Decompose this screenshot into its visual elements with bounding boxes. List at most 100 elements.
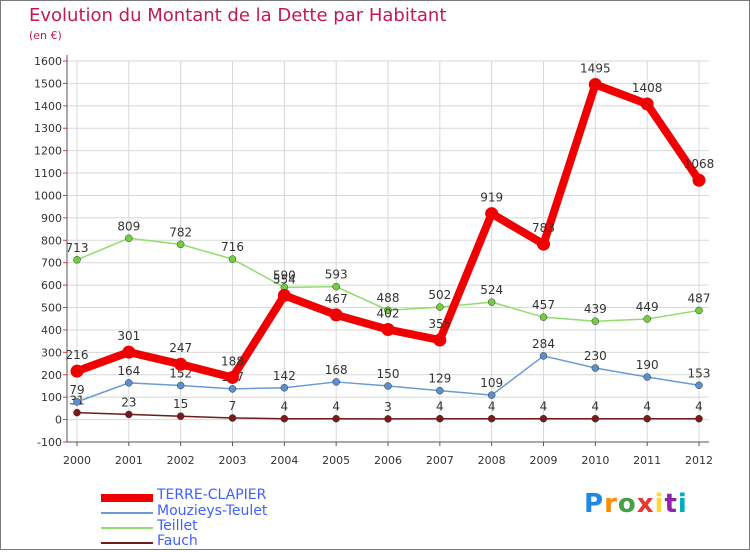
chart-unit: (en €) xyxy=(29,29,62,42)
x-tick-label: 2001 xyxy=(115,454,143,467)
data-label: 1495 xyxy=(580,62,611,76)
data-point xyxy=(332,282,340,291)
data-label: 168 xyxy=(325,363,348,377)
logo-letter: o xyxy=(617,489,637,519)
data-point xyxy=(384,415,392,423)
data-label: 150 xyxy=(377,367,400,381)
data-point xyxy=(487,391,496,399)
data-point xyxy=(695,414,703,423)
data-point xyxy=(588,78,602,92)
series-teillet: 713 809 782 716 590 593 488 502 524 457 439 449 487 xyxy=(66,219,710,325)
data-label: 4 xyxy=(592,400,600,414)
data-point xyxy=(122,345,136,359)
data-point xyxy=(643,373,651,381)
x-tick-label: 2004 xyxy=(270,454,298,467)
data-label: 190 xyxy=(636,358,659,372)
series-layer: 3123157443444444791641521371421681501291… xyxy=(66,62,714,423)
data-point xyxy=(174,357,188,371)
y-tick-label: -100 xyxy=(37,436,62,449)
data-label: 4 xyxy=(436,400,444,414)
data-label: 4 xyxy=(281,400,289,414)
logo-letter: x xyxy=(636,489,655,519)
data-point xyxy=(384,382,392,390)
data-label: 4 xyxy=(695,400,703,414)
data-point xyxy=(280,414,289,423)
data-point xyxy=(70,364,84,378)
legend-swatch-teillet xyxy=(101,527,153,529)
legend-label-teillet: Teillet xyxy=(157,518,198,534)
data-label: 230 xyxy=(584,349,607,363)
data-point xyxy=(277,288,291,302)
x-tick-label: 2006 xyxy=(374,454,402,467)
data-point xyxy=(539,414,548,423)
logo-letter: i xyxy=(677,489,688,519)
grid xyxy=(67,60,709,443)
data-point xyxy=(329,308,343,322)
x-tick-label: 2007 xyxy=(426,454,454,467)
data-point xyxy=(332,414,340,423)
data-point xyxy=(436,303,444,311)
data-label: 467 xyxy=(325,292,348,306)
data-point xyxy=(643,315,651,323)
data-point xyxy=(228,385,237,393)
data-point xyxy=(176,381,185,390)
data-label: 142 xyxy=(273,369,296,383)
x-tick-label: 2009 xyxy=(530,454,558,467)
data-label: 109 xyxy=(480,376,503,390)
y-tick-label: 1400 xyxy=(34,100,62,113)
data-point xyxy=(125,234,133,243)
data-label: 355 xyxy=(428,317,451,331)
data-point xyxy=(485,207,499,221)
y-tick-label: 1000 xyxy=(34,189,62,202)
data-label: 1408 xyxy=(632,81,663,95)
data-label: 782 xyxy=(169,225,192,239)
data-point xyxy=(640,97,654,111)
legend-swatch-mouzieys-teulet xyxy=(101,512,153,514)
data-label: 590 xyxy=(273,268,296,282)
y-tick-label: 200 xyxy=(41,369,62,382)
data-label: 457 xyxy=(532,298,555,312)
y-tick-label: 500 xyxy=(41,302,62,315)
y-tick-label: 400 xyxy=(41,324,62,337)
x-tick-label: 2010 xyxy=(581,454,609,467)
y-tick-label: 300 xyxy=(41,346,62,359)
legend-swatch-fauch xyxy=(101,542,153,544)
data-label: 23 xyxy=(121,395,136,409)
data-label: 713 xyxy=(66,241,89,255)
y-tick-label: 1100 xyxy=(34,167,62,180)
chart-title: Evolution du Montant de la Dette par Hab… xyxy=(29,5,447,26)
data-label: 919 xyxy=(480,191,503,205)
data-point xyxy=(384,306,392,314)
data-label: 301 xyxy=(117,329,140,343)
data-label: 4 xyxy=(540,400,548,414)
data-point xyxy=(332,378,340,386)
data-label: 79 xyxy=(69,383,84,397)
x-tick-label: 2002 xyxy=(167,454,195,467)
data-point xyxy=(487,414,496,423)
y-tick-label: 900 xyxy=(41,212,62,225)
data-label: 783 xyxy=(532,221,555,235)
data-point xyxy=(539,352,548,360)
y-tick-label: 1500 xyxy=(34,77,62,90)
x-tick-label: 2008 xyxy=(478,454,506,467)
data-label: 284 xyxy=(532,337,555,351)
legend-label-fauch: Fauch xyxy=(157,533,198,549)
data-label: 152 xyxy=(169,367,192,381)
data-point xyxy=(433,333,447,347)
data-label: 15 xyxy=(173,397,188,411)
y-tick-label: 600 xyxy=(41,279,62,292)
data-point xyxy=(591,364,600,372)
y-tick-label: 700 xyxy=(41,257,62,270)
data-point xyxy=(692,173,706,187)
data-point xyxy=(226,370,239,384)
data-label: 129 xyxy=(428,372,451,386)
data-point xyxy=(487,298,496,306)
data-point xyxy=(125,410,133,419)
series-terre-clapier: 216 301 247 188 554 467 402 355 919 783 1495 1408 10… xyxy=(66,62,714,384)
data-point xyxy=(176,412,185,420)
data-label: 809 xyxy=(117,219,140,233)
legend-label-terre-clapier: TERRE-CLAPIER xyxy=(157,487,267,503)
series-mouzieys-teulet: 79164152137142168150129109284230190153 xyxy=(69,337,710,406)
